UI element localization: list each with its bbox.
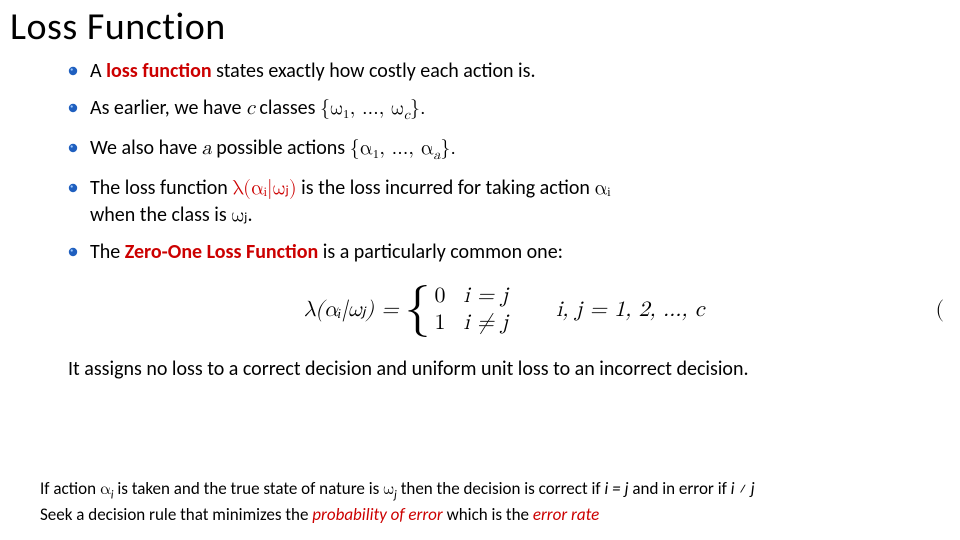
text: A	[90, 59, 106, 83]
case-cond: i ≠ j	[464, 310, 509, 336]
term-prob-error: probability of error	[312, 504, 442, 525]
bullet-item: We also have a possible actions {α₁, …, …	[68, 135, 940, 165]
term-error-rate: error rate	[533, 504, 599, 525]
bullet-text: A loss function states exactly how costl…	[90, 58, 940, 85]
bullet-item: The loss function λ(αᵢ|ωⱼ) is the loss i…	[68, 175, 940, 229]
text: Seek a decision rule that minimizes the	[40, 504, 312, 525]
text: The loss function	[90, 176, 232, 200]
eq-ij: i = j	[604, 478, 628, 499]
math-a: a	[202, 138, 212, 158]
footer-notes: If action αi is taken and the true state…	[40, 478, 940, 526]
math-omega-j: ωⱼ	[231, 205, 247, 225]
text: .	[248, 203, 253, 227]
case-value: 1	[434, 310, 445, 336]
text: is taken and the true state of nature is	[114, 478, 384, 499]
slide: Loss Function A loss function states exa…	[0, 0, 960, 540]
neq-ij: i ≠ j	[731, 478, 755, 499]
text: states exactly how costly each action is…	[212, 59, 536, 83]
bullet-item: A loss function states exactly how costl…	[68, 58, 940, 85]
brace-icon: {	[404, 283, 430, 336]
text: and in error if	[629, 478, 731, 499]
text: If action	[40, 478, 100, 499]
bullet-icon	[68, 143, 78, 153]
math-c: c	[246, 98, 255, 118]
math-set: {α₁, …, αa}.	[350, 138, 456, 158]
bullet-icon	[68, 183, 78, 193]
bullet-icon	[68, 66, 78, 76]
bullet-text: The Zero-One Loss Function is a particul…	[90, 239, 940, 266]
bullet-item: As earlier, we have c classes {ω₁, …, ωc…	[68, 95, 940, 125]
case-cond: i = j	[464, 283, 509, 309]
math-alpha-i: αᵢ	[594, 178, 610, 198]
text: We also have	[90, 136, 202, 160]
slide-title: Loss Function	[10, 4, 226, 50]
text: then the decision is correct if	[397, 478, 605, 499]
bullet-text: The loss function λ(αᵢ|ωⱼ) is the loss i…	[90, 175, 940, 229]
text: As earlier, we have	[90, 96, 246, 120]
bullet-item: The Zero-One Loss Function is a particul…	[68, 239, 940, 266]
bullet-icon	[68, 103, 78, 113]
math-set: {ω₁, …, ωc}.	[320, 98, 426, 118]
content-area: A loss function states exactly how costl…	[68, 58, 940, 383]
text: The	[90, 240, 125, 264]
note-line-2: Seek a decision rule that minimizes the …	[40, 504, 940, 526]
eq-tag: (	[935, 297, 944, 323]
term-loss-function: loss function	[106, 59, 212, 83]
term-zero-one-loss: Zero-One Loss Function	[125, 240, 319, 264]
sym-alpha: α	[100, 481, 111, 498]
text: which is the	[443, 504, 533, 525]
math-lambda: λ(αᵢ|ωⱼ)	[232, 178, 296, 198]
eq-cases: { 0 i = j 1 i ≠ j	[404, 283, 508, 336]
text: classes	[255, 96, 320, 120]
bullet-text: As earlier, we have c classes {ω₁, …, ωc…	[90, 95, 940, 125]
bullet-text: We also have a possible actions {α₁, …, …	[90, 135, 940, 165]
sym-omega: ω	[383, 481, 394, 498]
text: is a particularly common one:	[318, 240, 563, 264]
equation-zero-one-loss: λ(αᵢ|ωⱼ) = { 0 i = j 1 i ≠ j i, j = 1, 2…	[68, 280, 940, 340]
bullet-icon	[68, 247, 78, 257]
note-line-1: If action αi is taken and the true state…	[40, 478, 940, 504]
text: possible actions	[212, 136, 350, 160]
text: is the loss incurred for taking action	[297, 176, 595, 200]
eq-range: i, j = 1, 2, …, c	[556, 297, 704, 323]
eq-lhs: λ(αᵢ|ωⱼ) =	[303, 296, 398, 323]
case-value: 0	[434, 283, 445, 309]
text: when the class is	[90, 203, 231, 227]
post-equation-text: It assigns no loss to a correct decision…	[68, 356, 940, 383]
